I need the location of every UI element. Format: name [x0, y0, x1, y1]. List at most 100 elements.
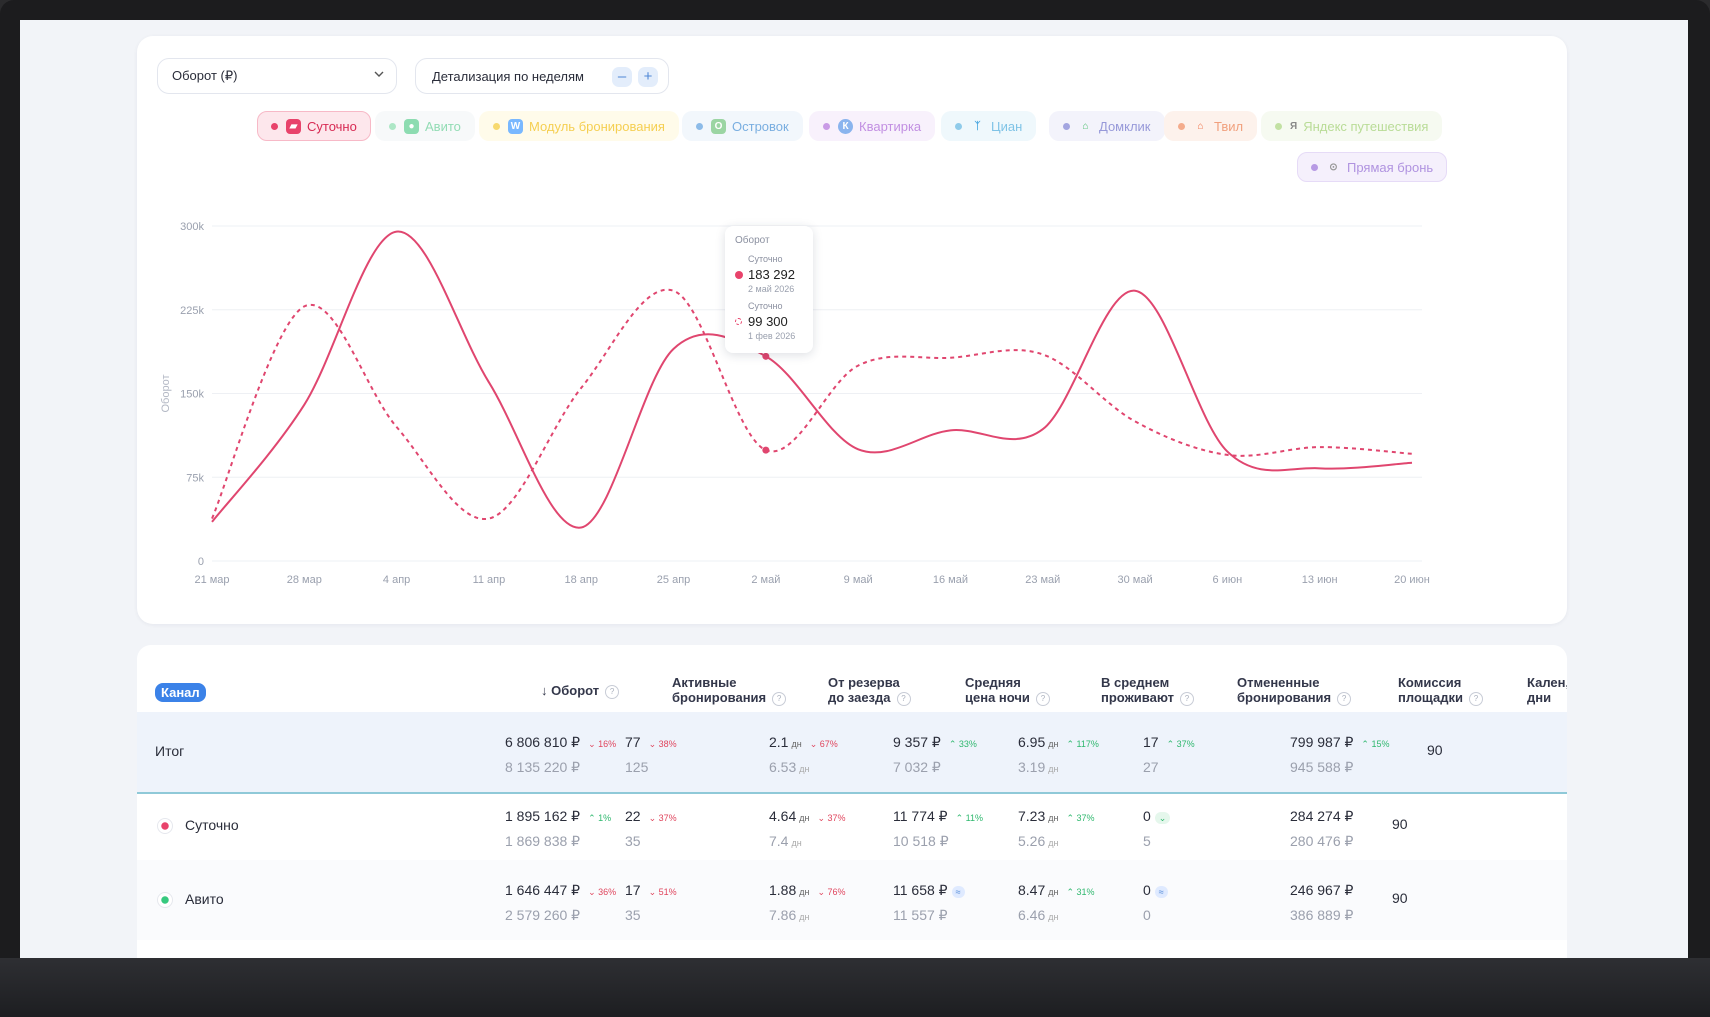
- delta-badge: ⌄ 67%: [809, 739, 838, 749]
- delta-badge: ≈: [1154, 886, 1168, 898]
- detail-control: Детализация по неделям – +: [415, 58, 669, 94]
- cell-previous-value: 386 889 ₽: [1290, 907, 1354, 923]
- cell-value: 0 ⌄: [1143, 808, 1171, 824]
- turnover-line-chart[interactable]: 0 75k 150k 225k 300k Оборот 21 мар 28 мар 4 апр 1…: [137, 186, 1567, 626]
- chart-tooltip: Оборот Суточно 183 292 2 май 2026 Суточн…: [725, 226, 813, 353]
- zoom-in-button[interactable]: +: [638, 67, 658, 87]
- header-avg-night-price[interactable]: Средняя цена ночи?: [965, 675, 1050, 706]
- cian-logo-icon: ᛉ: [974, 120, 981, 132]
- x-tick-label: 20 июн: [1394, 574, 1430, 586]
- header-commission[interactable]: Комиссия площадки?: [1398, 675, 1483, 706]
- delta-badge: ⌄ 37%: [817, 813, 846, 823]
- avito-logo-icon: ●: [404, 118, 419, 134]
- zoom-out-button[interactable]: –: [612, 67, 632, 87]
- metric-select[interactable]: Оборот (₽): [157, 58, 397, 94]
- x-tick-label: 28 мар: [287, 574, 322, 586]
- x-tick-label: 11 апр: [473, 574, 506, 586]
- header-calendar-days[interactable]: Кален, дни: [1527, 675, 1567, 705]
- header-turnover[interactable]: ↓ Оборот?: [541, 683, 620, 699]
- help-icon[interactable]: ?: [1337, 691, 1352, 706]
- cell-previous-value: 5.26 дн: [1018, 833, 1059, 849]
- cell-value: 4.64 дн ⌄ 37%: [769, 808, 850, 824]
- status-dot: [955, 122, 962, 130]
- status-dot: [389, 122, 396, 130]
- header-cancelled[interactable]: Отмененные бронирования?: [1237, 675, 1352, 706]
- cell-previous-value: 10 518 ₽: [893, 833, 949, 849]
- channel-chip-cian[interactable]: ᛉ Циан: [941, 111, 1037, 141]
- status-dot: [493, 122, 500, 130]
- channel-chip-kvartirka[interactable]: К Квартирка: [809, 111, 936, 141]
- help-icon[interactable]: ?: [1179, 691, 1194, 706]
- help-icon[interactable]: ?: [1035, 691, 1050, 706]
- cell-value: 0 ≈: [1143, 882, 1168, 898]
- x-tick-label: 9 май: [844, 574, 873, 586]
- yandex-travel-logo-icon: Я: [1290, 120, 1298, 132]
- cell-previous-value: 2 579 260 ₽: [505, 907, 581, 923]
- y-tick-label: 75k: [186, 472, 204, 484]
- header-lead-time[interactable]: От резерва до заезда?: [828, 675, 911, 706]
- cell-previous-value: 945 588 ₽: [1290, 759, 1354, 775]
- status-dot: [1178, 122, 1185, 130]
- x-tick-label: 16 май: [933, 574, 968, 586]
- cell-value: 17 ⌃ 37%: [1143, 734, 1199, 750]
- channel-chip-ostrovok[interactable]: O Островок: [682, 111, 803, 141]
- cell-value: 9 357 ₽ ⌃ 33%: [893, 734, 981, 751]
- channel-chip-direct[interactable]: ⊙ Прямая бронь: [1297, 152, 1448, 182]
- x-tick-label: 30 май: [1118, 574, 1153, 586]
- x-tick-label: 4 апр: [383, 574, 410, 586]
- total-row[interactable]: Итог 6 806 810 ₽ ⌄ 16% 8 135 220 ₽ 77 ⌄ 38% 12…: [137, 712, 1567, 794]
- x-tick-label: 18 апр: [564, 574, 597, 586]
- kvartirka-logo-icon: К: [838, 118, 853, 134]
- sort-desc-icon: ↓: [541, 683, 548, 698]
- cell-previous-value: 1 869 838 ₽: [505, 833, 581, 849]
- app-screen: Оборот (₽) Детализация по неделям – + ▰ …: [20, 20, 1688, 958]
- tooltip-value: 99 300: [748, 314, 788, 329]
- cell-value: 77 ⌄ 38%: [625, 734, 681, 750]
- cell-calendar-days: 90: [1427, 742, 1443, 758]
- cell-value: 1 895 162 ₽ ⌃ 1%: [505, 808, 615, 825]
- help-icon[interactable]: ?: [772, 691, 787, 706]
- delta-badge: ⌄ 76%: [817, 887, 846, 897]
- chart-card: Оборот (₽) Детализация по неделям – + ▰ …: [137, 36, 1567, 624]
- status-dot: [1311, 163, 1318, 171]
- channel-chip-tvil[interactable]: ⌂ Твил: [1164, 111, 1258, 141]
- series-line-current: [211, 230, 1413, 529]
- delta-badge: ⌄ 51%: [648, 887, 677, 897]
- table-row[interactable]: Суточно 1 895 162 ₽ ⌃ 1% 1 869 838 ₽ 22 ⌄ 37%…: [137, 786, 1567, 866]
- status-dot: [1275, 122, 1282, 130]
- cell-previous-value: 8 135 220 ₽: [505, 759, 581, 775]
- delta-badge: ⌄ 38%: [648, 739, 677, 749]
- channel-chip-booking-module[interactable]: W Модуль бронирования: [479, 111, 679, 141]
- channel-name: Авито: [185, 891, 224, 907]
- channel-chip-yandex-travel[interactable]: Я Яндекс путешествия: [1261, 111, 1443, 141]
- direct-booking-icon: ⊙: [1329, 161, 1338, 173]
- channel-chip-domclick[interactable]: ⌂ Домклик: [1049, 111, 1165, 141]
- detail-label: Детализация по неделям: [432, 68, 584, 84]
- cell-previous-value: 5: [1143, 833, 1151, 849]
- channel-column-header[interactable]: Канал: [155, 683, 206, 702]
- sutochno-logo-icon: ▰: [286, 118, 301, 134]
- header-active-bookings[interactable]: Активные бронирования?: [672, 675, 787, 706]
- channel-chip-avito[interactable]: ● Авито: [375, 111, 475, 141]
- delta-badge: ⌄ 36%: [588, 887, 617, 897]
- status-dot: [696, 122, 703, 130]
- cell-previous-value: 3.19 дн: [1018, 759, 1059, 775]
- delta-badge: ≈: [951, 886, 965, 898]
- y-tick-label: 225k: [180, 305, 204, 317]
- channel-name: Суточно: [185, 817, 239, 833]
- help-icon[interactable]: ?: [605, 684, 620, 699]
- cell-value: 7.23 дн ⌃ 37%: [1018, 808, 1099, 824]
- header-avg-stay[interactable]: В среднем проживают?: [1101, 675, 1194, 706]
- tooltip-title: Оборот: [735, 235, 770, 246]
- help-icon[interactable]: ?: [896, 691, 911, 706]
- delta-badge: ⌄ 16%: [588, 739, 617, 749]
- cell-value: 799 987 ₽ ⌃ 15%: [1290, 734, 1393, 751]
- tooltip-date: 1 фев 2026: [748, 331, 796, 341]
- table-row[interactable]: Авито 1 646 447 ₽ ⌄ 36% 2 579 260 ₽ 17 ⌄ 51% 3…: [137, 860, 1567, 940]
- cell-value: 1.88 дн ⌄ 76%: [769, 882, 850, 898]
- chevron-down-icon: [374, 71, 384, 77]
- series-line-previous: [211, 288, 1413, 520]
- cell-previous-value: 7 032 ₽: [893, 759, 941, 775]
- help-icon[interactable]: ?: [1469, 691, 1483, 706]
- channel-chip-sutochno[interactable]: ▰ Суточно: [257, 111, 371, 141]
